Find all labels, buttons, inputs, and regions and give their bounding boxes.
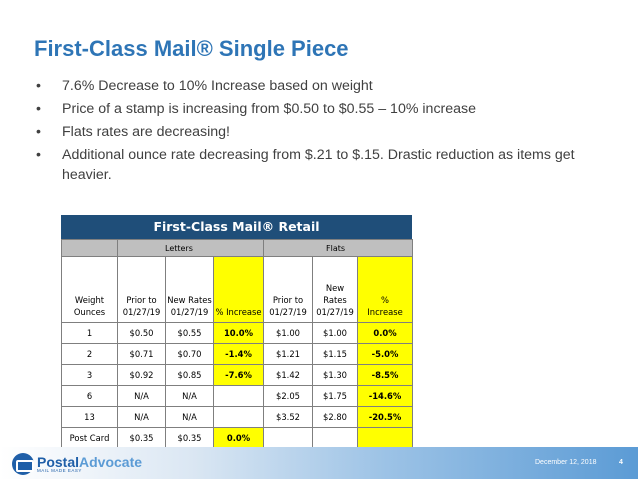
cell-letters-increase: 10.0% <box>212 322 265 344</box>
cell-flats-increase: -5.0% <box>357 343 414 365</box>
bullet-text: 7.6% Decrease to 10% Increase based on w… <box>62 78 373 94</box>
bullet-text: Additional ounce rate decreasing from $.… <box>62 147 575 183</box>
bullet-item: • Price of a stamp is increasing from $0.… <box>36 99 616 119</box>
cell-flats-prior <box>263 427 314 449</box>
group-header-empty <box>61 239 118 257</box>
cell-flats-increase <box>357 427 414 449</box>
footer-bar <box>0 447 638 479</box>
cell-flats-new: $2.80 <box>312 406 359 428</box>
col-header-flats-increase: % Increase <box>357 256 414 323</box>
cell-weight: 3 <box>61 364 118 386</box>
page-number: 4 <box>619 459 623 466</box>
table-row: 2 $0.71 $0.70 -1.4% $1.21 $1.15 -5.0% <box>61 343 414 365</box>
cell-weight: Post Card <box>61 427 118 449</box>
table-row: 6 N/A N/A $2.05 $1.75 -14.6% <box>61 385 414 407</box>
cell-flats-new: $1.00 <box>312 322 359 344</box>
cell-flats-increase: -8.5% <box>357 364 414 386</box>
cell-letters-prior: $0.50 <box>117 322 166 344</box>
cell-weight: 6 <box>61 385 118 407</box>
col-header-letters-prior: Prior to 01/27/19 <box>117 256 166 323</box>
table-row: 13 N/A N/A $3.52 $2.80 -20.5% <box>61 406 414 428</box>
cell-letters-new: N/A <box>165 406 214 428</box>
cell-letters-prior: $0.35 <box>117 427 166 449</box>
cell-flats-new: $1.30 <box>312 364 359 386</box>
bullet-item: • 7.6% Decrease to 10% Increase based on … <box>36 76 616 96</box>
cell-weight: 2 <box>61 343 118 365</box>
group-header-row: Letters Flats <box>61 239 414 257</box>
col-header-weight: Weight Ounces <box>61 256 118 323</box>
cell-letters-increase: -7.6% <box>212 364 265 386</box>
table-row: 1 $0.50 $0.55 10.0% $1.00 $1.00 0.0% <box>61 322 414 344</box>
cell-weight: 1 <box>61 322 118 344</box>
cell-letters-increase: 0.0% <box>212 427 265 449</box>
envelope-icon <box>12 453 34 475</box>
slide-footer: PostalAdvocate MAIL MADE EASY December 1… <box>0 447 638 479</box>
group-header-flats: Flats <box>263 239 414 257</box>
bullet-list: • 7.6% Decrease to 10% Increase based on … <box>36 76 616 188</box>
cell-weight: 13 <box>61 406 118 428</box>
col-header-letters-increase: % Increase <box>212 256 265 323</box>
logo-text: PostalAdvocate MAIL MADE EASY <box>37 455 142 474</box>
cell-letters-increase: -1.4% <box>212 343 265 365</box>
col-header-flats-prior: Prior to 01/27/19 <box>263 256 314 323</box>
cell-flats-prior: $1.21 <box>263 343 314 365</box>
cell-letters-increase <box>212 385 265 407</box>
bullet-item: • Additional ounce rate decreasing from $… <box>36 145 616 185</box>
bullet-dot: • <box>36 124 41 140</box>
cell-flats-prior: $2.05 <box>263 385 314 407</box>
group-header-letters: Letters <box>116 239 265 257</box>
cell-letters-prior: N/A <box>117 385 166 407</box>
table-row: Post Card $0.35 $0.35 0.0% <box>61 427 414 449</box>
cell-flats-prior: $1.00 <box>263 322 314 344</box>
bullet-dot: • <box>36 78 41 94</box>
footer-date: December 12, 2018 <box>535 459 597 466</box>
cell-flats-new: $1.15 <box>312 343 359 365</box>
cell-letters-prior: $0.71 <box>117 343 166 365</box>
cell-letters-prior: $0.92 <box>117 364 166 386</box>
bullet-dot: • <box>36 101 41 117</box>
cell-flats-prior: $1.42 <box>263 364 314 386</box>
cell-letters-new: $0.35 <box>165 427 214 449</box>
col-header-letters-new: New Rates 01/27/19 <box>165 256 214 323</box>
bullet-item: • Flats rates are decreasing! <box>36 122 616 142</box>
cell-flats-new <box>312 427 359 449</box>
rates-table-container: First-Class Mail® Retail Letters Flats W… <box>61 215 414 449</box>
postal-advocate-logo: PostalAdvocate MAIL MADE EASY <box>12 452 142 476</box>
table-row: 3 $0.92 $0.85 -7.6% $1.42 $1.30 -8.5% <box>61 364 414 386</box>
col-header-flats-new: New Rates 01/27/19 <box>312 256 359 323</box>
rates-table: Letters Flats Weight Ounces Prior to 01/27… <box>61 239 414 449</box>
bullet-dot: • <box>36 147 41 163</box>
slide-title: First-Class Mail® Single Piece <box>34 36 349 61</box>
bullet-text: Price of a stamp is increasing from $0.5… <box>62 101 477 117</box>
cell-letters-prior: N/A <box>117 406 166 428</box>
cell-letters-new: N/A <box>165 385 214 407</box>
cell-flats-increase: -20.5% <box>357 406 414 428</box>
cell-letters-increase <box>212 406 265 428</box>
bullet-text: Flats rates are decreasing! <box>62 124 230 140</box>
cell-letters-new: $0.55 <box>165 322 214 344</box>
logo-tagline: MAIL MADE EASY <box>37 467 82 473</box>
cell-letters-new: $0.70 <box>165 343 214 365</box>
cell-flats-new: $1.75 <box>312 385 359 407</box>
table-title: First-Class Mail® Retail <box>61 215 412 239</box>
cell-flats-prior: $3.52 <box>263 406 314 428</box>
cell-flats-increase: 0.0% <box>357 322 414 344</box>
logo-name: PostalAdvocate <box>37 453 143 470</box>
column-header-row: Weight Ounces Prior to 01/27/19 New Rates 0… <box>61 256 414 323</box>
cell-flats-increase: -14.6% <box>357 385 414 407</box>
cell-letters-new: $0.85 <box>165 364 214 386</box>
